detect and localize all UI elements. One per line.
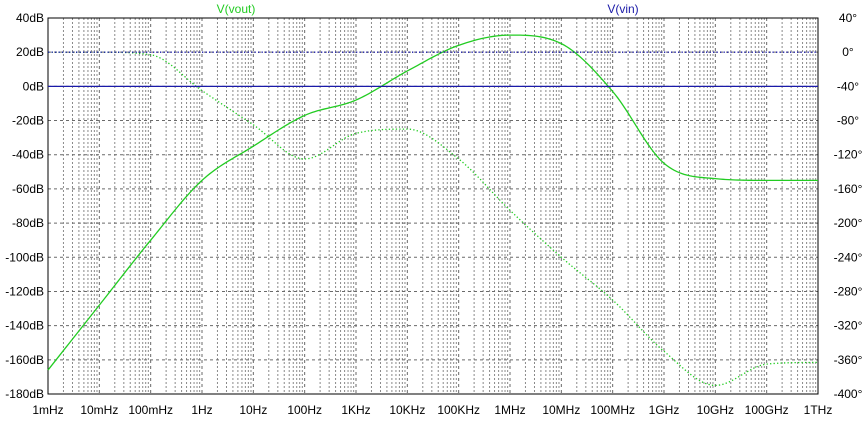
x-tick-label: 1MHz	[494, 403, 525, 417]
y-left-tick-label: 0dB	[23, 79, 44, 93]
v-vout-magnitude-line	[47, 34, 818, 371]
y-left-tick-label: -40dB	[12, 148, 44, 162]
x-tick-label: 1mHz	[32, 403, 63, 417]
y-left-tick-label: -100dB	[5, 250, 44, 264]
x-tick-label: 100mHz	[128, 403, 173, 417]
y-right-tick-label: -400°	[834, 387, 863, 401]
x-tick-label: 1THz	[804, 403, 833, 417]
y-left-tick-label: -180dB	[5, 387, 44, 401]
y-left-tick-label: -160dB	[5, 353, 44, 367]
x-tick-label: 1GHz	[649, 403, 680, 417]
y-right-tick-label: -320°	[834, 319, 863, 333]
x-tick-label: 1KHz	[341, 403, 370, 417]
y-right-tick-label: -160°	[834, 182, 863, 196]
x-tick-label: 100KHz	[437, 403, 480, 417]
y-right-tick-label: -40°	[837, 79, 859, 93]
labels-layer: 1mHz 10mHz 100mHz 1Hz 10Hz 100Hz 1KHz 10KHz 100K…	[5, 2, 862, 417]
y-right-tick-label: 0°	[842, 45, 854, 59]
legend-title: V(vout)	[217, 2, 256, 16]
y-left-tick-label: -140dB	[5, 319, 44, 333]
x-tick-label: 100Hz	[287, 403, 322, 417]
x-tick-label: 1Hz	[191, 403, 212, 417]
plot-frame	[47, 17, 819, 395]
y-right-tick-label: -80°	[837, 114, 859, 128]
y-left-tick-label: -20dB	[12, 114, 44, 128]
v-vout-phase-line	[48, 51, 819, 387]
y-right-tick-label: -200°	[834, 216, 863, 230]
y-left-tick-label: -120dB	[5, 284, 44, 298]
x-tick-label: 100MHz	[590, 403, 635, 417]
y-right-tick-label: 40°	[839, 11, 857, 25]
x-tick-label: 10Hz	[239, 403, 267, 417]
x-tick-label: 10GHz	[697, 403, 734, 417]
y-right-tick-label: -120°	[834, 148, 863, 162]
y-left-tick-label: -60dB	[12, 182, 44, 196]
minor-grid	[62, 18, 817, 394]
x-tick-label: 10KHz	[389, 403, 425, 417]
y-left-tick-label: 20dB	[16, 45, 44, 59]
legend-title: V(vin)	[607, 2, 638, 16]
x-tick-label: 10MHz	[542, 403, 580, 417]
y-right-tick-label: -280°	[834, 284, 863, 298]
x-tick-label: 100GHz	[745, 403, 789, 417]
y-left-tick-label: -80dB	[12, 216, 44, 230]
x-tick-label: 10mHz	[80, 403, 118, 417]
y-right-tick-label: -360°	[834, 353, 863, 367]
y-right-tick-label: -240°	[834, 250, 863, 264]
y-left-tick-label: 40dB	[16, 11, 44, 25]
series-layer	[47, 34, 819, 387]
